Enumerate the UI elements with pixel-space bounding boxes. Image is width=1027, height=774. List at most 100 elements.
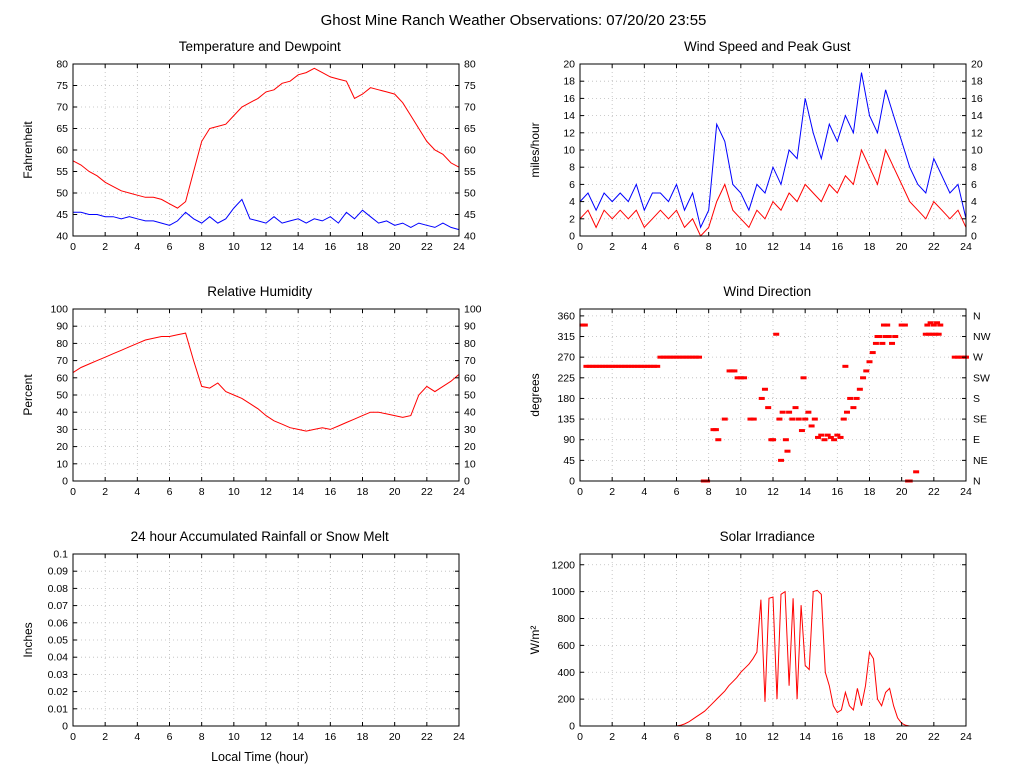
svg-text:75: 75 (464, 80, 476, 92)
svg-text:0: 0 (70, 486, 76, 498)
svg-text:315: 315 (558, 331, 576, 343)
svg-text:2: 2 (102, 486, 108, 498)
svg-text:45: 45 (464, 209, 476, 221)
svg-text:10: 10 (735, 241, 747, 253)
svg-text:0: 0 (577, 486, 583, 498)
plot-area: 0 2 4 6 8 10 12 14 16 18 20 22 24 0 0 10 10 20 20 30 30 40 40 5… (19, 301, 501, 507)
svg-text:0: 0 (62, 476, 68, 488)
svg-text:400: 400 (558, 667, 576, 679)
charts-grid: Temperature and Dewpoint 0 2 4 6 8 10 12 14 16 18… (14, 39, 1013, 764)
series (579, 72, 967, 237)
svg-text:40: 40 (56, 231, 68, 243)
svg-text:24: 24 (453, 486, 465, 498)
grid (579, 554, 967, 727)
y-axis-label: W/m² (528, 626, 542, 655)
svg-text:16: 16 (324, 731, 336, 743)
chart-title: Wind Direction (723, 284, 812, 299)
svg-text:16: 16 (832, 486, 844, 498)
svg-text:40: 40 (56, 407, 68, 419)
svg-text:0.06: 0.06 (47, 617, 68, 629)
svg-text:225: 225 (558, 372, 576, 384)
svg-text:50: 50 (56, 390, 68, 402)
svg-text:100: 100 (464, 304, 482, 316)
axes (72, 553, 460, 727)
svg-text:12: 12 (564, 127, 576, 139)
svg-text:18: 18 (564, 76, 576, 88)
tick-labels: 0 2 4 6 8 10 12 14 16 18 20 22 240200400600800100012… (552, 559, 972, 743)
svg-text:18: 18 (864, 241, 876, 253)
svg-text:40: 40 (464, 231, 476, 243)
svg-text:2: 2 (569, 213, 575, 225)
svg-text:14: 14 (971, 110, 983, 122)
svg-text:75: 75 (56, 80, 68, 92)
svg-text:14: 14 (292, 241, 304, 253)
x-axis-label: Local Time (hour) (211, 750, 309, 764)
y-axis-label: Fahrenheit (21, 121, 35, 179)
chart-title: Temperature and Dewpoint (178, 39, 341, 54)
svg-text:6: 6 (569, 179, 575, 191)
svg-text:10: 10 (971, 145, 983, 157)
svg-text:80: 80 (464, 59, 476, 71)
svg-text:S: S (973, 393, 980, 405)
svg-text:20: 20 (971, 59, 983, 71)
svg-text:24: 24 (960, 486, 972, 498)
svg-text:16: 16 (324, 241, 336, 253)
svg-text:2: 2 (102, 731, 108, 743)
svg-text:6: 6 (166, 486, 172, 498)
svg-text:24: 24 (453, 241, 465, 253)
svg-text:45: 45 (564, 455, 576, 467)
axes (579, 553, 967, 727)
svg-text:8: 8 (198, 241, 204, 253)
svg-text:8: 8 (569, 162, 575, 174)
svg-text:18: 18 (971, 76, 983, 88)
chart-temperature-dewpoint: Temperature and Dewpoint 0 2 4 6 8 10 12 14 16 18… (14, 39, 506, 262)
svg-text:600: 600 (558, 640, 576, 652)
svg-text:4: 4 (642, 241, 648, 253)
svg-text:20: 20 (896, 241, 908, 253)
chart-solar-irradiance: Solar Irradiance 0 2 4 6 8 10 12 14 16 18 20 22 24 0 2… (522, 529, 1014, 764)
svg-text:6: 6 (166, 241, 172, 253)
grid (72, 553, 460, 727)
svg-text:20: 20 (389, 731, 401, 743)
svg-text:4: 4 (642, 731, 648, 743)
svg-text:180: 180 (558, 393, 576, 405)
svg-text:NE: NE (973, 455, 988, 467)
plot-area: 0 2 4 6 8 10 12 14 16 18 20 22 24 40 40 45 45 50 50 55 55 60 6… (19, 56, 501, 262)
svg-text:6: 6 (971, 179, 977, 191)
svg-text:14: 14 (800, 241, 812, 253)
svg-text:N: N (973, 476, 981, 488)
svg-text:55: 55 (56, 166, 68, 178)
svg-text:8: 8 (198, 731, 204, 743)
svg-text:14: 14 (292, 486, 304, 498)
svg-text:SW: SW (973, 372, 990, 384)
svg-text:22: 22 (421, 731, 433, 743)
chart-relative-humidity: Relative Humidity 0 2 4 6 8 10 12 14 16 18 20 22 24 0… (14, 284, 506, 507)
chart-title: Solar Irradiance (719, 529, 815, 544)
svg-text:0: 0 (577, 731, 583, 743)
svg-text:60: 60 (464, 145, 476, 157)
plot-area: 0 2 4 6 8 10 12 14 16 18 20 22 24 0 N 45 NE 90 E 135 SE 180 S 2… (526, 301, 1008, 507)
svg-text:90: 90 (564, 434, 576, 446)
svg-text:20: 20 (56, 441, 68, 453)
svg-text:270: 270 (558, 352, 576, 364)
svg-text:2: 2 (609, 486, 615, 498)
svg-text:12: 12 (260, 486, 272, 498)
svg-text:6: 6 (674, 731, 680, 743)
svg-text:22: 22 (421, 241, 433, 253)
svg-text:360: 360 (558, 310, 576, 322)
chart-title: Wind Speed and Peak Gust (683, 39, 851, 54)
svg-text:22: 22 (928, 731, 940, 743)
svg-text:100: 100 (50, 304, 68, 316)
chart-rainfall: 24 hour Accumulated Rainfall or Snow Mel… (14, 529, 506, 764)
svg-text:0.05: 0.05 (47, 635, 68, 647)
svg-text:60: 60 (56, 145, 68, 157)
svg-text:2: 2 (609, 731, 615, 743)
svg-text:0: 0 (464, 476, 470, 488)
svg-text:6: 6 (674, 241, 680, 253)
svg-text:20: 20 (896, 731, 908, 743)
svg-text:18: 18 (864, 731, 876, 743)
